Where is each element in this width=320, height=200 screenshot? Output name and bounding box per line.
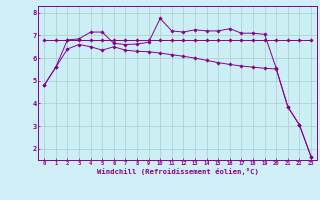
- X-axis label: Windchill (Refroidissement éolien,°C): Windchill (Refroidissement éolien,°C): [97, 168, 259, 175]
